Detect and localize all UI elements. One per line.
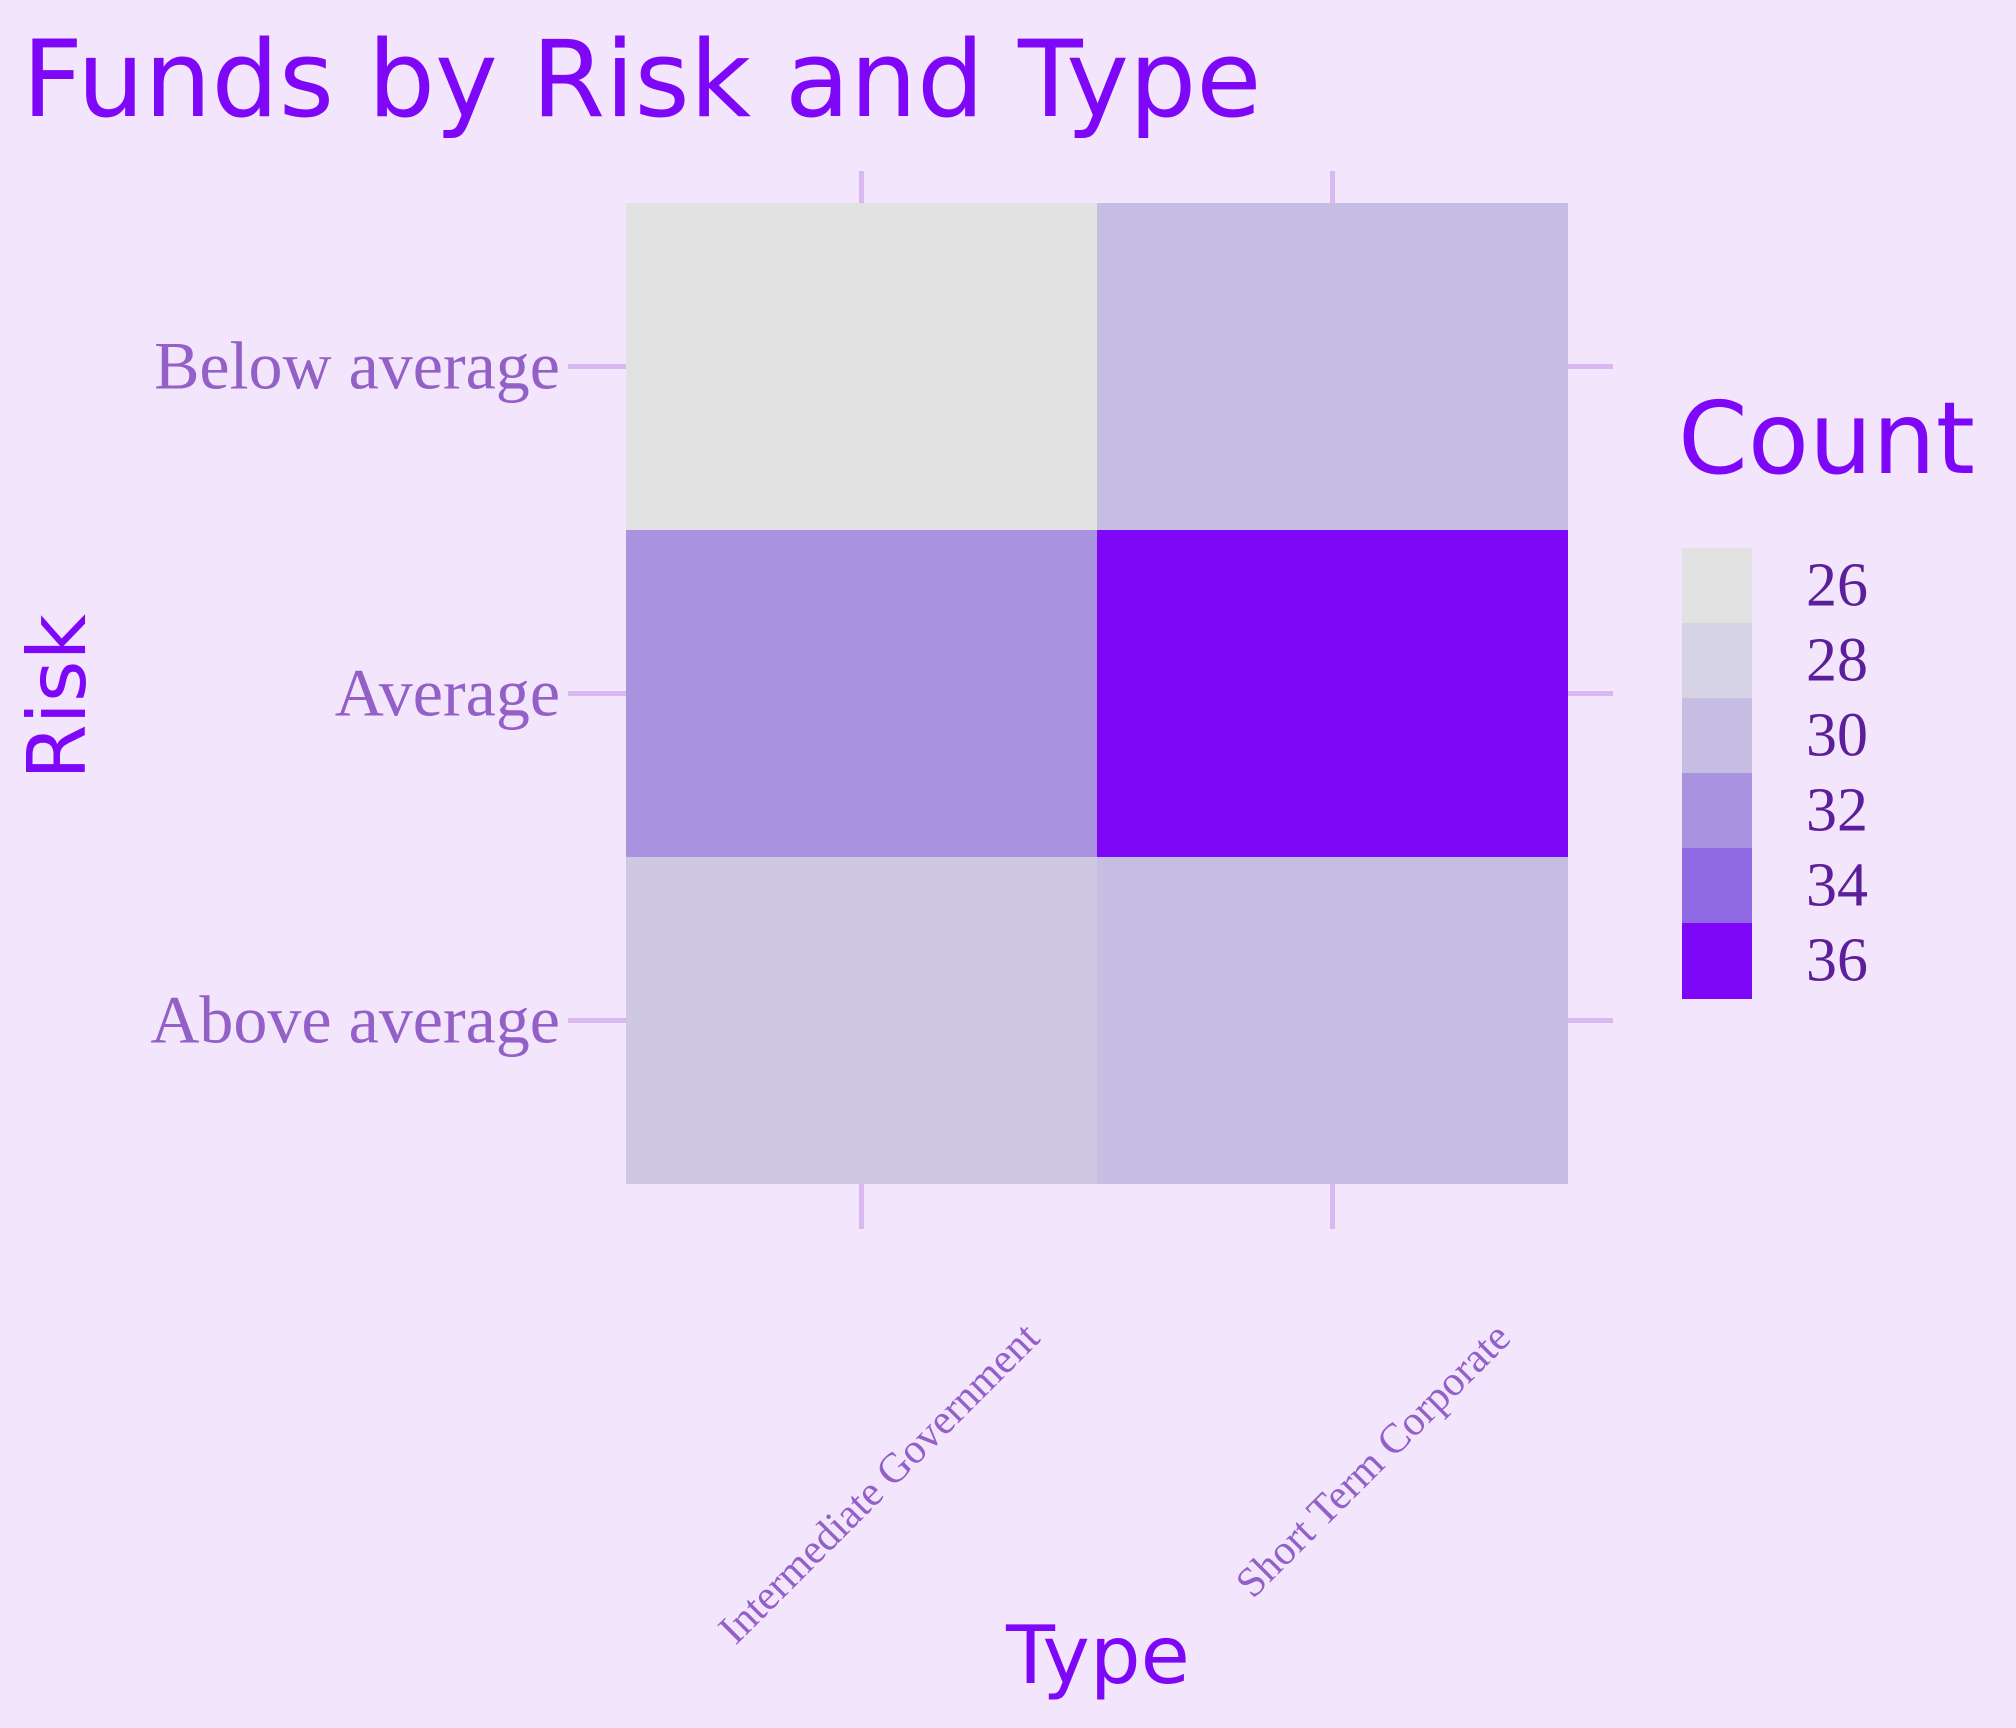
heatmap-cells: [626, 203, 1568, 1184]
heatmap-cell: [1097, 203, 1568, 530]
legend-swatch: [1682, 698, 1752, 774]
heatmap-cell: [1097, 530, 1568, 857]
heatmap-cell: [626, 203, 1097, 530]
x-tick-label: Short Term Corporate: [1227, 1315, 1519, 1607]
legend-label: 26: [1806, 552, 1868, 620]
y-tick-label: Average: [335, 655, 560, 731]
legend-label: 36: [1806, 927, 1868, 995]
y-tick-labels: Above average Average Below average: [150, 328, 560, 1058]
chart-title: Funds by Risk and Type: [22, 18, 1261, 141]
y-tick-label: Above average: [150, 982, 560, 1058]
legend-label: 30: [1806, 702, 1868, 770]
legend-swatch: [1682, 773, 1752, 849]
legend-label: 34: [1806, 852, 1868, 920]
y-tick-label: Below average: [154, 328, 560, 404]
heatmap-cell: [626, 857, 1097, 1184]
legend-title: Count: [1678, 380, 1975, 497]
legend-swatch: [1682, 623, 1752, 699]
y-axis-title: Risk: [11, 613, 104, 779]
legend-swatch: [1682, 848, 1752, 924]
legend-swatch: [1682, 548, 1752, 624]
legend-label: 32: [1806, 777, 1868, 845]
legend-label: 28: [1806, 627, 1868, 695]
x-tick-label: Intermediate Government: [710, 1314, 1049, 1653]
x-tick-labels: Intermediate Government Short Term Corpor…: [710, 1314, 1519, 1653]
heatmap-cell: [1097, 857, 1568, 1184]
legend: Count 26 28 30 32 34 36: [1678, 380, 1975, 999]
heatmap-cell: [626, 530, 1097, 857]
legend-swatch: [1682, 923, 1752, 999]
x-axis-title: Type: [1005, 1609, 1190, 1702]
tick-marks: [568, 171, 1613, 1229]
